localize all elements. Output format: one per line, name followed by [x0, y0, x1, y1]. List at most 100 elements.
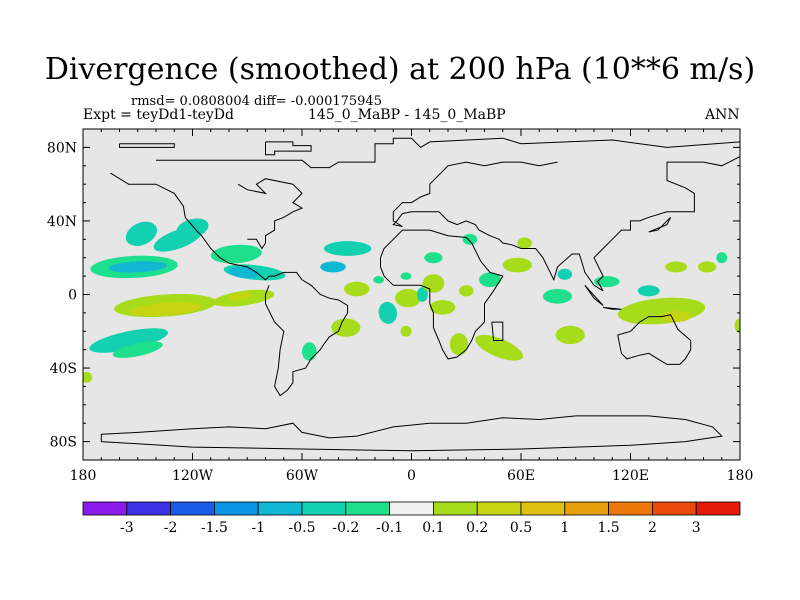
colorbar-swatch: [257, 501, 303, 516]
contour-region: [479, 272, 501, 288]
contour-region: [458, 285, 474, 297]
colorbar-swatch: [82, 501, 128, 516]
colorbar-level-label: -1: [251, 520, 265, 536]
contour-region: [542, 288, 573, 304]
colorbar-level-label: 0.1: [422, 520, 444, 536]
x-tick-label: 60E: [507, 468, 535, 484]
coastline: [603, 306, 622, 310]
contour-region: [302, 342, 317, 361]
coastline: [237, 178, 304, 250]
contour-region: [343, 281, 370, 297]
coastline: [617, 314, 692, 365]
coastline: [119, 143, 175, 148]
contour-region: [400, 272, 412, 280]
contour-region: [734, 318, 740, 334]
colorbar-swatch: [432, 501, 478, 516]
colorbar-swatch: [389, 501, 434, 516]
coastlines: [100, 137, 740, 452]
x-tick-label: 180: [70, 468, 97, 484]
y-tick-label: 40N: [47, 214, 77, 230]
contour-region: [665, 261, 688, 273]
colorbar-level-label: -0.5: [289, 520, 316, 536]
x-tick-label: 0: [407, 468, 416, 484]
contour-region: [462, 233, 478, 245]
coastline: [265, 141, 312, 156]
y-tick-label: 80S: [50, 435, 77, 451]
x-tick-label: 60W: [286, 468, 319, 484]
contour-region: [83, 371, 93, 383]
contour-region: [517, 237, 532, 249]
contour-region: [373, 276, 385, 284]
contour-region: [395, 288, 421, 308]
colorbar-swatch: [213, 501, 259, 516]
contour-region: [331, 318, 361, 337]
contour-region: [416, 287, 428, 302]
contour-region: [661, 311, 691, 323]
colorbar-swatch: [564, 501, 609, 516]
contour-region: [557, 268, 573, 280]
y-tick-label: 80N: [47, 140, 77, 156]
contour-region: [716, 252, 728, 264]
x-tick-label: 120E: [612, 468, 649, 484]
contour-region: [112, 341, 163, 358]
colorbar-swatch: [345, 501, 390, 516]
colorbar-swatch: [695, 501, 741, 516]
coastline: [491, 321, 504, 341]
contour-regions: [83, 218, 740, 383]
coastline: [584, 284, 604, 306]
experiment-label: Expt = teyDd1-teyDd: [83, 107, 234, 123]
contour-region: [210, 244, 262, 264]
coastline: [156, 137, 740, 292]
contour-region: [475, 335, 524, 361]
y-tick-label: 40S: [50, 361, 77, 377]
colorbar-swatch: [652, 501, 697, 516]
contour-region: [229, 292, 251, 301]
colorbar-swatch: [608, 501, 653, 516]
contour-region: [424, 252, 443, 264]
contour-region: [176, 218, 209, 239]
colorbar-level-label: 3: [692, 520, 701, 536]
contour-region: [323, 241, 372, 256]
contour-region: [320, 261, 346, 273]
colorbar-level-label: -1.5: [201, 520, 228, 536]
coastline: [648, 216, 672, 233]
rmsd-diff-stats: rmsd= 0.0808004 diff= -0.000175945: [131, 94, 382, 109]
colorbar-swatch: [301, 501, 347, 516]
contour-region: [89, 328, 168, 353]
contour-region: [378, 301, 397, 324]
coastline: [380, 229, 504, 360]
y-tick-label: 0: [68, 288, 77, 304]
colorbar-swatch: [170, 501, 215, 516]
coastline: [110, 172, 349, 397]
colorbar-level-label: 2: [648, 520, 657, 536]
x-tick-label: 120W: [172, 468, 214, 484]
contour-region: [422, 274, 445, 293]
season-label: ANN: [705, 107, 740, 123]
colorbar-level-label: -0.2: [332, 520, 359, 536]
contour-region: [400, 325, 412, 337]
chart-title: Divergence (smoothed) at 200 hPa (10**6 …: [44, 52, 756, 87]
colorbar-swatch: [520, 501, 566, 516]
colorbar-level-label: -0.1: [376, 520, 403, 536]
contour-region: [108, 261, 167, 273]
colorbar-level-label: 1.5: [597, 520, 619, 536]
colorbar-level-label: -3: [120, 520, 134, 536]
colorbar-level-label: 0.5: [510, 520, 532, 536]
contour-region: [555, 325, 585, 345]
colorbar-level-label: 1: [560, 520, 569, 536]
contour-region: [128, 302, 202, 317]
colorbar-swatch: [126, 501, 172, 516]
colorbar-swatch: [476, 501, 522, 516]
coastline: [100, 415, 723, 452]
contour-region: [698, 261, 717, 273]
x-tick-label: 180: [727, 468, 754, 484]
contour-region: [637, 285, 660, 297]
colorbar-level-label: 0.2: [466, 520, 488, 536]
contour-region: [125, 221, 157, 246]
period-label: 145_0_MaBP - 145_0_MaBP: [308, 107, 506, 123]
colorbar-level-label: -2: [164, 520, 178, 536]
contour-region: [502, 257, 532, 273]
contour-region: [449, 333, 469, 356]
contour-region: [429, 300, 456, 315]
